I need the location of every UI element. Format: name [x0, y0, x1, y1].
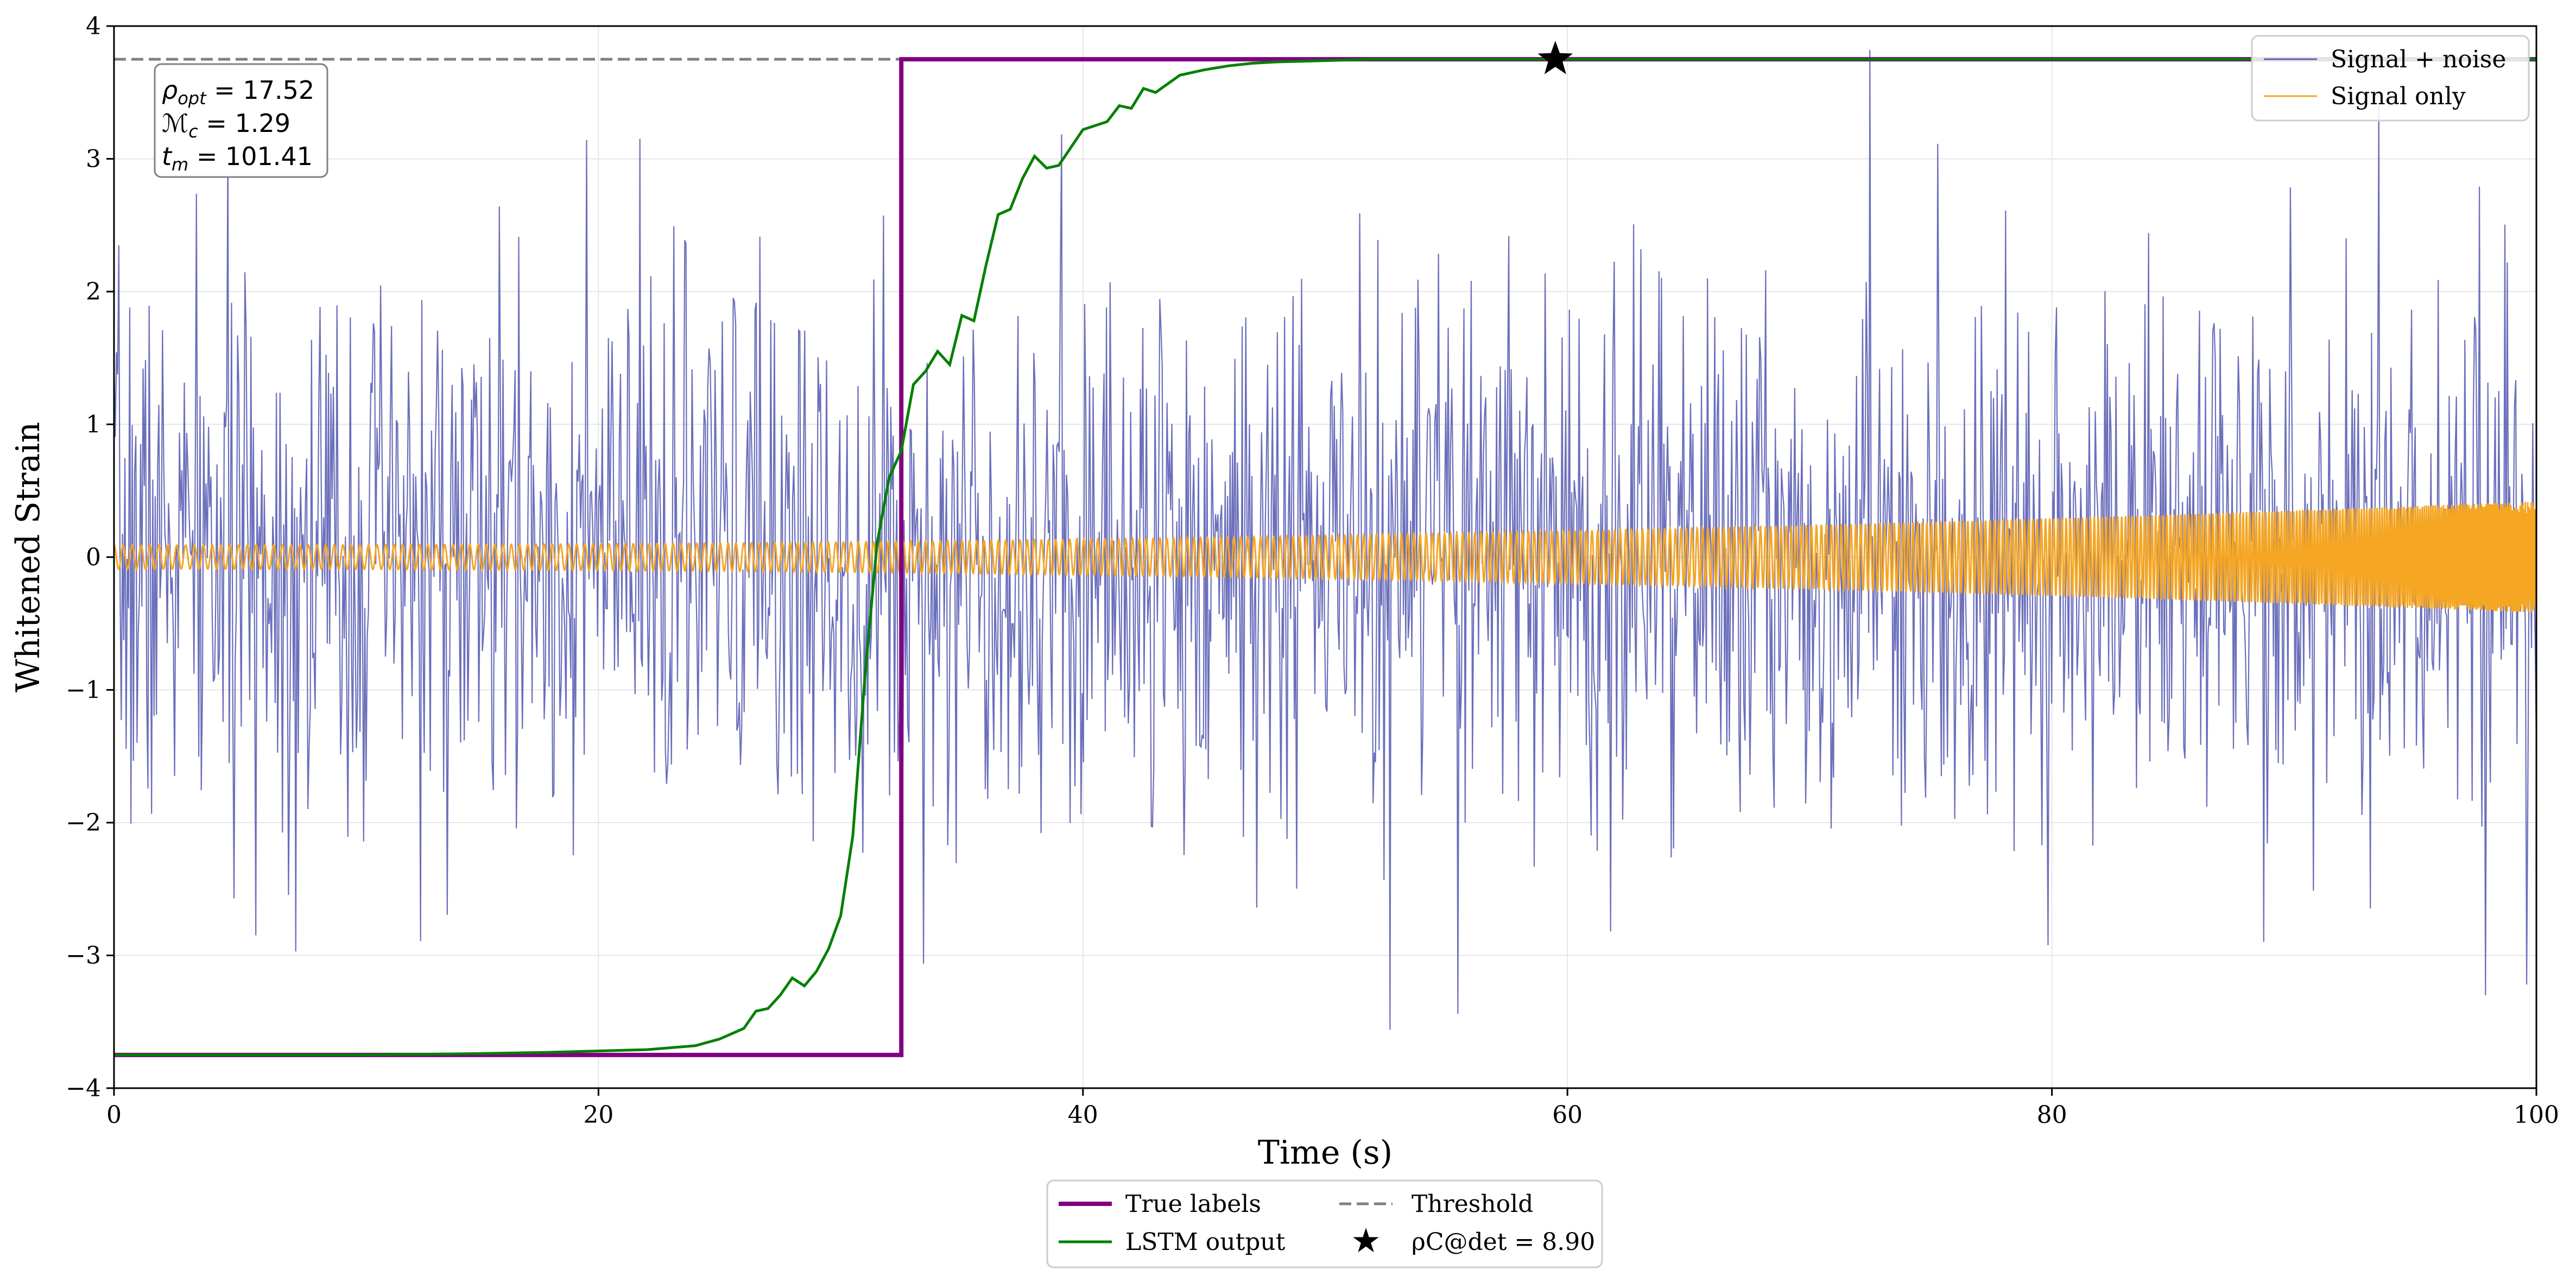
detection-star-marker: [1537, 41, 1573, 74]
y-tick-label: 1: [86, 411, 101, 439]
y-tick-label: −4: [66, 1075, 101, 1102]
x-axis-label: Time (s): [1258, 1134, 1393, 1172]
annotation-chirp-mass: ℳc = 1.29: [162, 109, 290, 142]
y-tick-label: 2: [86, 278, 101, 306]
legend-lower-box: [1046, 1179, 1603, 1268]
x-tick-label: 0: [106, 1101, 122, 1129]
x-tick-label: 100: [2514, 1101, 2559, 1129]
legend-label-detection: ρC@det = 8.90: [1412, 1228, 1595, 1256]
annotation-rho-opt: ρopt = 17.52: [162, 75, 314, 109]
series-layer: [114, 49, 2536, 1057]
legend-swatch-star-icon: ★: [1351, 1221, 1381, 1260]
legend-upper-box: [2251, 35, 2530, 122]
x-tick-label: 80: [2037, 1101, 2067, 1129]
y-tick-label: −1: [66, 677, 101, 704]
y-axis-label: Whitened Strain: [9, 422, 47, 692]
y-tick-label: 0: [86, 544, 101, 571]
y-tick-label: −3: [66, 942, 101, 970]
legend-upper: Signal + noise Signal only: [2251, 35, 2530, 122]
y-tick-label: −2: [66, 809, 101, 837]
y-tick-label: 4: [86, 12, 101, 40]
x-tick-label: 20: [583, 1101, 613, 1129]
annotation-box: [154, 63, 328, 178]
annotation-merger-time: tm = 101.41: [162, 142, 313, 175]
series-signal-only: [114, 502, 2536, 613]
parameter-annotation: ρopt = 17.52 ℳc = 1.29 tm = 101.41: [154, 63, 328, 178]
legend-label-threshold: Threshold: [1412, 1190, 1533, 1218]
legend-label-lstm-output: LSTM output: [1125, 1228, 1286, 1256]
y-tick-label: 3: [86, 146, 101, 173]
legend-label-true-labels: True labels: [1125, 1190, 1261, 1218]
x-tick-label: 60: [1552, 1101, 1583, 1129]
series-lstm-output: [114, 58, 2536, 1057]
legend-label-signal-noise: Signal + noise: [2331, 46, 2506, 73]
legend-lower: True labels Threshold LSTM output ★ ρC@d…: [1046, 1179, 1603, 1268]
legend-label-signal-only: Signal only: [2331, 83, 2466, 110]
x-tick-label: 40: [1068, 1101, 1098, 1129]
ticks: 0 20 40 60 80 100 −4 −3 −2 −1 0 1 2 3 4: [66, 12, 2559, 1129]
